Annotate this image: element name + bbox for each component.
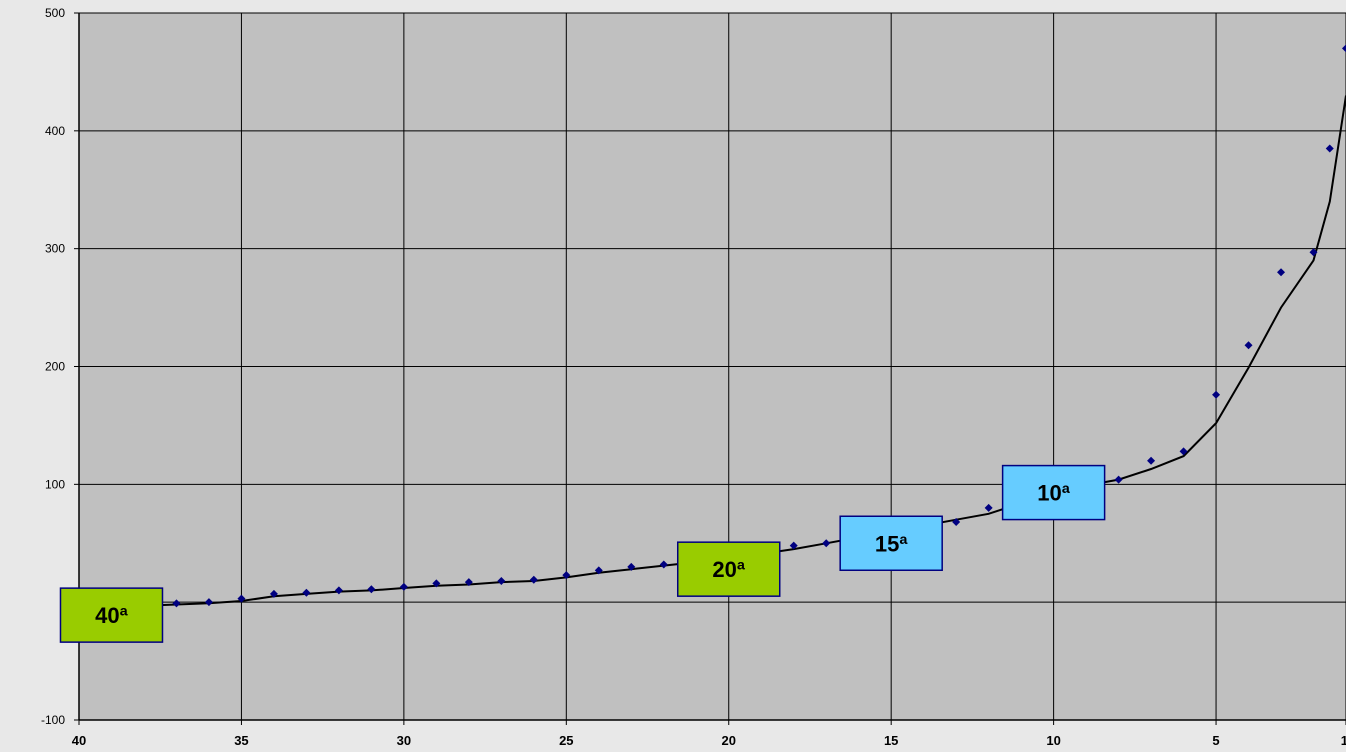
x-tick-label: 35: [234, 733, 248, 748]
y-tick-label: 200: [45, 360, 65, 374]
data-point: [529, 575, 538, 584]
data-point: [984, 503, 993, 512]
data-point: [302, 588, 311, 597]
data-point: [1342, 44, 1346, 53]
callout-label: 15ª: [875, 531, 908, 556]
y-tick-label: 300: [45, 242, 65, 256]
data-point: [1212, 390, 1221, 399]
callout-label: 10ª: [1037, 481, 1070, 506]
data-point: [659, 560, 668, 569]
data-point: [1309, 248, 1318, 257]
data-point: [1277, 268, 1286, 277]
y-tick-label: -100: [41, 713, 65, 727]
data-point: [627, 562, 636, 571]
x-tick-label: 25: [559, 733, 573, 748]
x-tick-label: 15: [884, 733, 898, 748]
x-tick-label: 1: [1341, 733, 1346, 748]
data-point: [562, 571, 571, 580]
callouts: 40ª 20ª 15ª 10ª: [59, 464, 1106, 643]
x-tick-label: 20: [722, 733, 736, 748]
data-point: [497, 576, 506, 585]
callout-box: [676, 541, 781, 597]
y-tick-labels: -100 100 200 300 400 500: [41, 6, 65, 727]
callout-40: 40ª: [59, 587, 164, 643]
data-point: [204, 598, 213, 607]
callout-label: 40ª: [95, 603, 128, 628]
callout-15: 15ª: [839, 515, 943, 571]
callout-10: 10ª: [1001, 464, 1106, 521]
horizontal-gridlines: [79, 12, 1346, 603]
data-point: [432, 579, 441, 588]
x-tick-label: 30: [397, 733, 411, 748]
data-point: [789, 541, 798, 550]
callout-box: [839, 515, 943, 571]
data-point: [172, 599, 181, 608]
y-tick-label: 400: [45, 124, 65, 138]
data-point: [1147, 456, 1156, 465]
data-point: [1114, 475, 1123, 484]
callout-20: 20ª: [676, 541, 781, 597]
data-point: [237, 594, 246, 603]
y-tick-label: 100: [45, 477, 65, 491]
data-point: [334, 586, 343, 595]
callout-box: [1001, 464, 1106, 521]
x-tick-label: 5: [1212, 733, 1219, 748]
x-tick-labels: 40 35 30 25 20 15 10 5 1: [72, 733, 1346, 748]
data-point: [952, 518, 961, 527]
callout-box: [59, 587, 164, 643]
data-point: [822, 539, 831, 548]
data-point: [1179, 447, 1188, 456]
callout-label: 20ª: [712, 557, 745, 582]
x-tick-label: 10: [1046, 733, 1060, 748]
y-tick-label: 500: [45, 6, 65, 20]
data-point: [594, 566, 603, 575]
data-point: [464, 578, 473, 587]
data-point: [367, 585, 376, 594]
data-point: [269, 589, 278, 598]
data-point: [1244, 341, 1253, 350]
data-point: [399, 582, 408, 591]
x-tick-label: 40: [72, 733, 86, 748]
data-point: [1325, 144, 1334, 153]
